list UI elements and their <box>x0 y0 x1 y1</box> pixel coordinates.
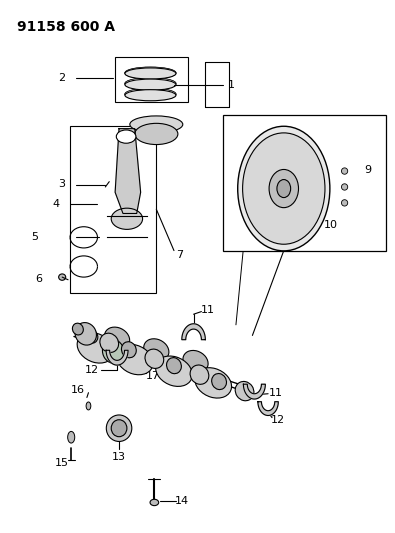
Text: 91158 600 A: 91158 600 A <box>17 20 115 34</box>
Ellipse shape <box>144 339 169 361</box>
Ellipse shape <box>130 116 183 133</box>
Ellipse shape <box>125 68 176 79</box>
Ellipse shape <box>341 168 348 174</box>
Text: 7: 7 <box>176 250 183 260</box>
FancyBboxPatch shape <box>223 115 386 251</box>
Text: 4: 4 <box>53 199 60 209</box>
Ellipse shape <box>125 78 176 90</box>
Text: 13: 13 <box>112 453 126 463</box>
Ellipse shape <box>125 88 176 100</box>
Ellipse shape <box>125 79 176 90</box>
Ellipse shape <box>145 349 164 368</box>
Ellipse shape <box>243 133 325 244</box>
Ellipse shape <box>269 169 299 208</box>
Ellipse shape <box>58 274 66 280</box>
Text: 16: 16 <box>71 385 85 395</box>
Text: 2: 2 <box>58 73 66 83</box>
Polygon shape <box>106 350 128 365</box>
Ellipse shape <box>86 402 91 410</box>
Ellipse shape <box>238 126 330 251</box>
Ellipse shape <box>111 419 127 437</box>
Ellipse shape <box>85 330 98 343</box>
Text: 8: 8 <box>290 150 297 160</box>
Ellipse shape <box>111 208 143 229</box>
Ellipse shape <box>212 374 226 390</box>
Polygon shape <box>115 128 141 214</box>
Ellipse shape <box>125 67 176 79</box>
Ellipse shape <box>277 180 291 198</box>
Ellipse shape <box>235 382 254 401</box>
FancyBboxPatch shape <box>115 57 188 102</box>
Ellipse shape <box>117 344 153 375</box>
Circle shape <box>268 168 275 176</box>
Ellipse shape <box>121 342 136 358</box>
Text: 9: 9 <box>365 165 372 175</box>
Polygon shape <box>258 402 278 415</box>
Ellipse shape <box>341 184 348 190</box>
Ellipse shape <box>77 333 114 363</box>
Text: 3: 3 <box>59 179 66 189</box>
Ellipse shape <box>183 350 208 373</box>
Text: 6: 6 <box>35 273 42 284</box>
Ellipse shape <box>116 130 136 143</box>
Ellipse shape <box>150 499 159 506</box>
Ellipse shape <box>167 358 181 374</box>
Ellipse shape <box>190 365 209 384</box>
Text: 1: 1 <box>228 79 234 90</box>
Text: 12: 12 <box>85 365 99 375</box>
Ellipse shape <box>68 431 75 443</box>
Text: 11: 11 <box>269 387 283 398</box>
Text: 5: 5 <box>31 232 38 243</box>
Circle shape <box>293 168 299 176</box>
Ellipse shape <box>195 368 231 398</box>
Circle shape <box>293 200 299 209</box>
Ellipse shape <box>125 67 176 79</box>
Ellipse shape <box>125 90 176 101</box>
Ellipse shape <box>105 327 130 349</box>
Ellipse shape <box>102 340 124 364</box>
Text: 14: 14 <box>175 496 189 506</box>
Text: 12: 12 <box>271 415 285 425</box>
Text: 17: 17 <box>145 371 160 381</box>
Ellipse shape <box>106 415 132 441</box>
Polygon shape <box>182 324 205 340</box>
Circle shape <box>268 200 275 209</box>
Ellipse shape <box>156 356 192 386</box>
Text: 15: 15 <box>55 458 69 467</box>
Ellipse shape <box>100 333 118 352</box>
Ellipse shape <box>341 200 348 206</box>
Polygon shape <box>243 384 265 399</box>
Ellipse shape <box>75 322 96 345</box>
Ellipse shape <box>125 78 176 90</box>
Text: 10: 10 <box>324 220 338 230</box>
Text: 11: 11 <box>201 305 215 315</box>
Ellipse shape <box>125 88 176 100</box>
Ellipse shape <box>135 123 178 144</box>
Ellipse shape <box>72 323 83 335</box>
